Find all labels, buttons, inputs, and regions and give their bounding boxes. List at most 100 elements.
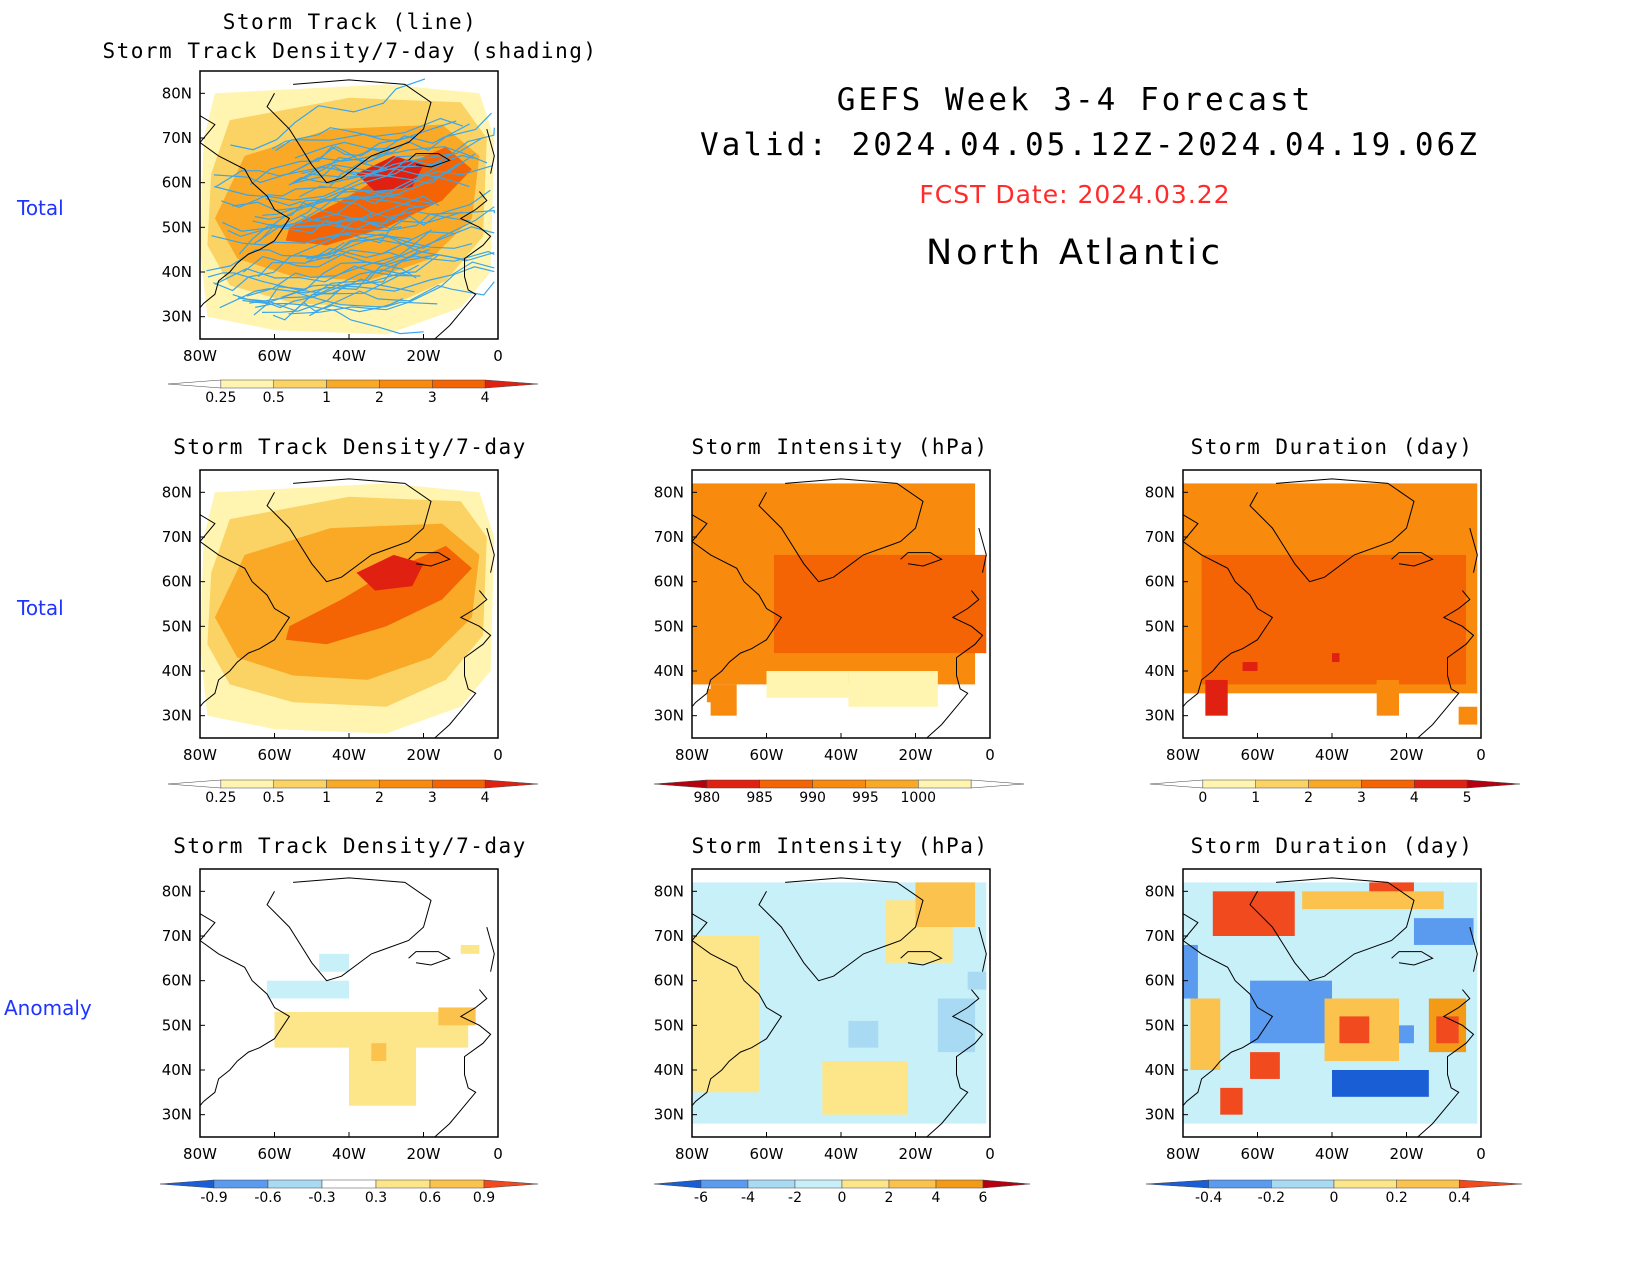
lat-tick-label: 80N (1145, 882, 1175, 900)
row-label-total-1: Total (17, 196, 64, 220)
lat-tick-label: 30N (162, 308, 192, 326)
intensity-cell (766, 671, 849, 698)
map-track: 80W 60W 40W 20W 0 80N 70N 60N 50N 40N 30N (162, 70, 503, 365)
lon-tick-label: 40W (824, 1145, 858, 1163)
storm-track-line (230, 78, 426, 151)
lon-tick-label: 20W (899, 746, 933, 764)
storm-track-line (271, 117, 464, 150)
colorbar-arrow (1459, 1179, 1523, 1189)
colorbar-cell (1271, 1179, 1335, 1189)
lat-tick-label: 50N (1145, 1016, 1175, 1034)
colorbar-label: 0.9 (473, 1190, 495, 1206)
lon-tick-label: 60W (258, 746, 292, 764)
coastline (200, 115, 291, 309)
lat-tick-label: 30N (162, 707, 192, 725)
anomaly-cell (1436, 1016, 1459, 1044)
lon-tick-label: 80W (183, 1145, 217, 1163)
region-name: North Atlantic (925, 233, 1225, 273)
storm-track-line (211, 212, 375, 246)
lon-tick-label: 0 (1476, 746, 1486, 764)
storm-track-line (214, 253, 439, 285)
anomaly-cell (460, 944, 480, 954)
colorbar-cell (865, 779, 919, 789)
colorbar-label: -0.2 (1258, 1190, 1285, 1206)
map-field (1183, 877, 1478, 1137)
colorbar-cell (1361, 779, 1415, 789)
colorbar-cell (1202, 779, 1256, 789)
lat-tick-label: 50N (654, 1016, 684, 1034)
colorbar-cell (379, 379, 433, 389)
lat-tick-label: 80N (162, 483, 192, 501)
panel-title-duration-anom: Storm Duration (day) (1190, 834, 1474, 858)
lon-tick-label: 40W (332, 347, 366, 365)
colorbar-label: 0 (838, 1190, 847, 1206)
lat-tick-label: 60N (654, 573, 684, 591)
colorbar-density-2: 0.25 0.5 1 2 3 4 (167, 779, 539, 806)
coastline (1249, 877, 1415, 982)
coastline (200, 514, 291, 708)
storm-track-line (288, 266, 495, 315)
coastline (978, 527, 987, 573)
colorbar-cell (220, 779, 274, 789)
panel-title-intensity-total: Storm Intensity (hPa) (691, 435, 989, 459)
coastline (408, 153, 451, 168)
density-band (356, 554, 424, 591)
colorbar-arrow (159, 1179, 215, 1189)
coastline (434, 191, 492, 339)
coastline (1391, 552, 1434, 567)
anomaly-cell (937, 998, 976, 1053)
coastline (900, 951, 943, 966)
lat-tick-label: 40N (1145, 1061, 1175, 1079)
colorbar-label: 0.5 (263, 390, 285, 406)
colorbar-label: 4 (481, 390, 490, 406)
anomaly-cell (848, 1020, 879, 1048)
lat-tick-label: 70N (162, 927, 192, 945)
colorbar-label: 990 (799, 790, 826, 806)
coastline (900, 552, 943, 567)
intensity-cell (848, 671, 938, 707)
colorbar-cell (326, 779, 380, 789)
colorbar-arrow (1149, 779, 1204, 789)
duration-cell (1242, 662, 1258, 671)
storm-track-line (295, 210, 495, 232)
colorbar-cell (326, 379, 380, 389)
lon-tick-label: 0 (985, 746, 995, 764)
header-title-line1: GEFS Week 3-4 Forecast (836, 82, 1314, 118)
storm-track-line (310, 189, 491, 244)
colorbar-cell (794, 1179, 843, 1189)
duration-cell (1332, 653, 1340, 663)
colorbar-density-1: 0.25 0.5 1 2 3 4 (167, 379, 539, 406)
lat-tick-label: 30N (1145, 1106, 1175, 1124)
lat-tick-label: 70N (162, 129, 192, 147)
anomaly-cell (967, 971, 987, 990)
colorbar-label: 1 (322, 790, 331, 806)
colorbar-label: -0.3 (308, 1190, 335, 1206)
anomaly-cell (319, 953, 349, 972)
colorbar-label: 0.4 (1448, 1190, 1470, 1206)
density-band (285, 545, 472, 645)
intensity-cell (706, 688, 719, 703)
anomaly-cell (267, 980, 349, 999)
lon-tick-label: 40W (824, 746, 858, 764)
lat-tick-label: 50N (1145, 617, 1175, 635)
colorbar-cell (375, 1179, 431, 1189)
lon-tick-label: 20W (1390, 1145, 1424, 1163)
lon-tick-label: 80W (183, 746, 217, 764)
storm-track-line (232, 195, 420, 212)
panel-title-duration-total: Storm Duration (day) (1190, 435, 1474, 459)
colorbar-cell (841, 1179, 890, 1189)
colorbar-label: 0.25 (205, 390, 236, 406)
anomaly-cell (915, 882, 976, 928)
colorbar-arrow (1145, 1179, 1209, 1189)
colorbar-cell (1333, 1179, 1397, 1189)
colorbar-label: 1 (1251, 790, 1260, 806)
lon-tick-label: 40W (332, 746, 366, 764)
storm-track-line (207, 264, 419, 295)
coastline (978, 926, 987, 972)
lat-tick-label: 80N (654, 882, 684, 900)
lat-tick-label: 70N (654, 528, 684, 546)
map-field (200, 78, 495, 339)
colorbar-cell (273, 379, 327, 389)
storm-track-line (220, 162, 388, 208)
